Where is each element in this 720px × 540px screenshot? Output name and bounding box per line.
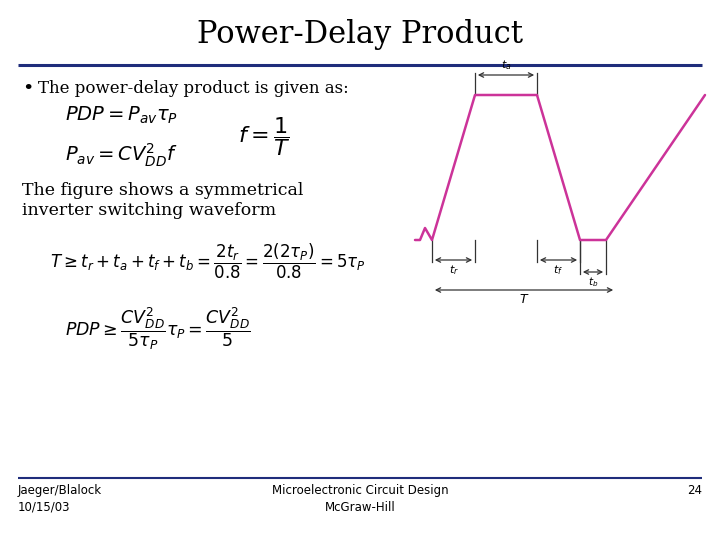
Text: $t_r$: $t_r$ [449,263,459,277]
Text: $t_b$: $t_b$ [588,275,598,289]
Text: $PDP = P_{av}\tau_P$: $PDP = P_{av}\tau_P$ [65,105,178,126]
Text: $PDP \geq \dfrac{CV_{DD}^{2}}{5\tau_P}\tau_P = \dfrac{CV_{DD}^{2}}{5}$: $PDP \geq \dfrac{CV_{DD}^{2}}{5\tau_P}\t… [65,305,251,352]
Text: The power-delay product is given as:: The power-delay product is given as: [38,80,348,97]
Text: Microelectronic Circuit Design
McGraw-Hill: Microelectronic Circuit Design McGraw-Hi… [271,484,449,514]
Text: 24: 24 [687,484,702,497]
Text: Jaeger/Blalock
10/15/03: Jaeger/Blalock 10/15/03 [18,484,102,514]
Text: $t_f$: $t_f$ [554,263,564,277]
Text: The figure shows a symmetrical: The figure shows a symmetrical [22,182,303,199]
Text: $T$: $T$ [519,293,529,306]
Text: $t_a$: $t_a$ [500,58,511,72]
Text: $T \geq t_r + t_a + t_f + t_b = \dfrac{2t_r}{0.8} = \dfrac{2(2\tau_P)}{0.8} = 5\: $T \geq t_r + t_a + t_f + t_b = \dfrac{2… [50,242,366,281]
Text: •: • [22,80,33,98]
Text: inverter switching waveform: inverter switching waveform [22,202,276,219]
Text: Power-Delay Product: Power-Delay Product [197,19,523,51]
Text: $P_{av} = CV_{DD}^{2}f$: $P_{av} = CV_{DD}^{2}f$ [65,142,178,170]
Text: $f = \dfrac{1}{T}$: $f = \dfrac{1}{T}$ [238,115,290,158]
